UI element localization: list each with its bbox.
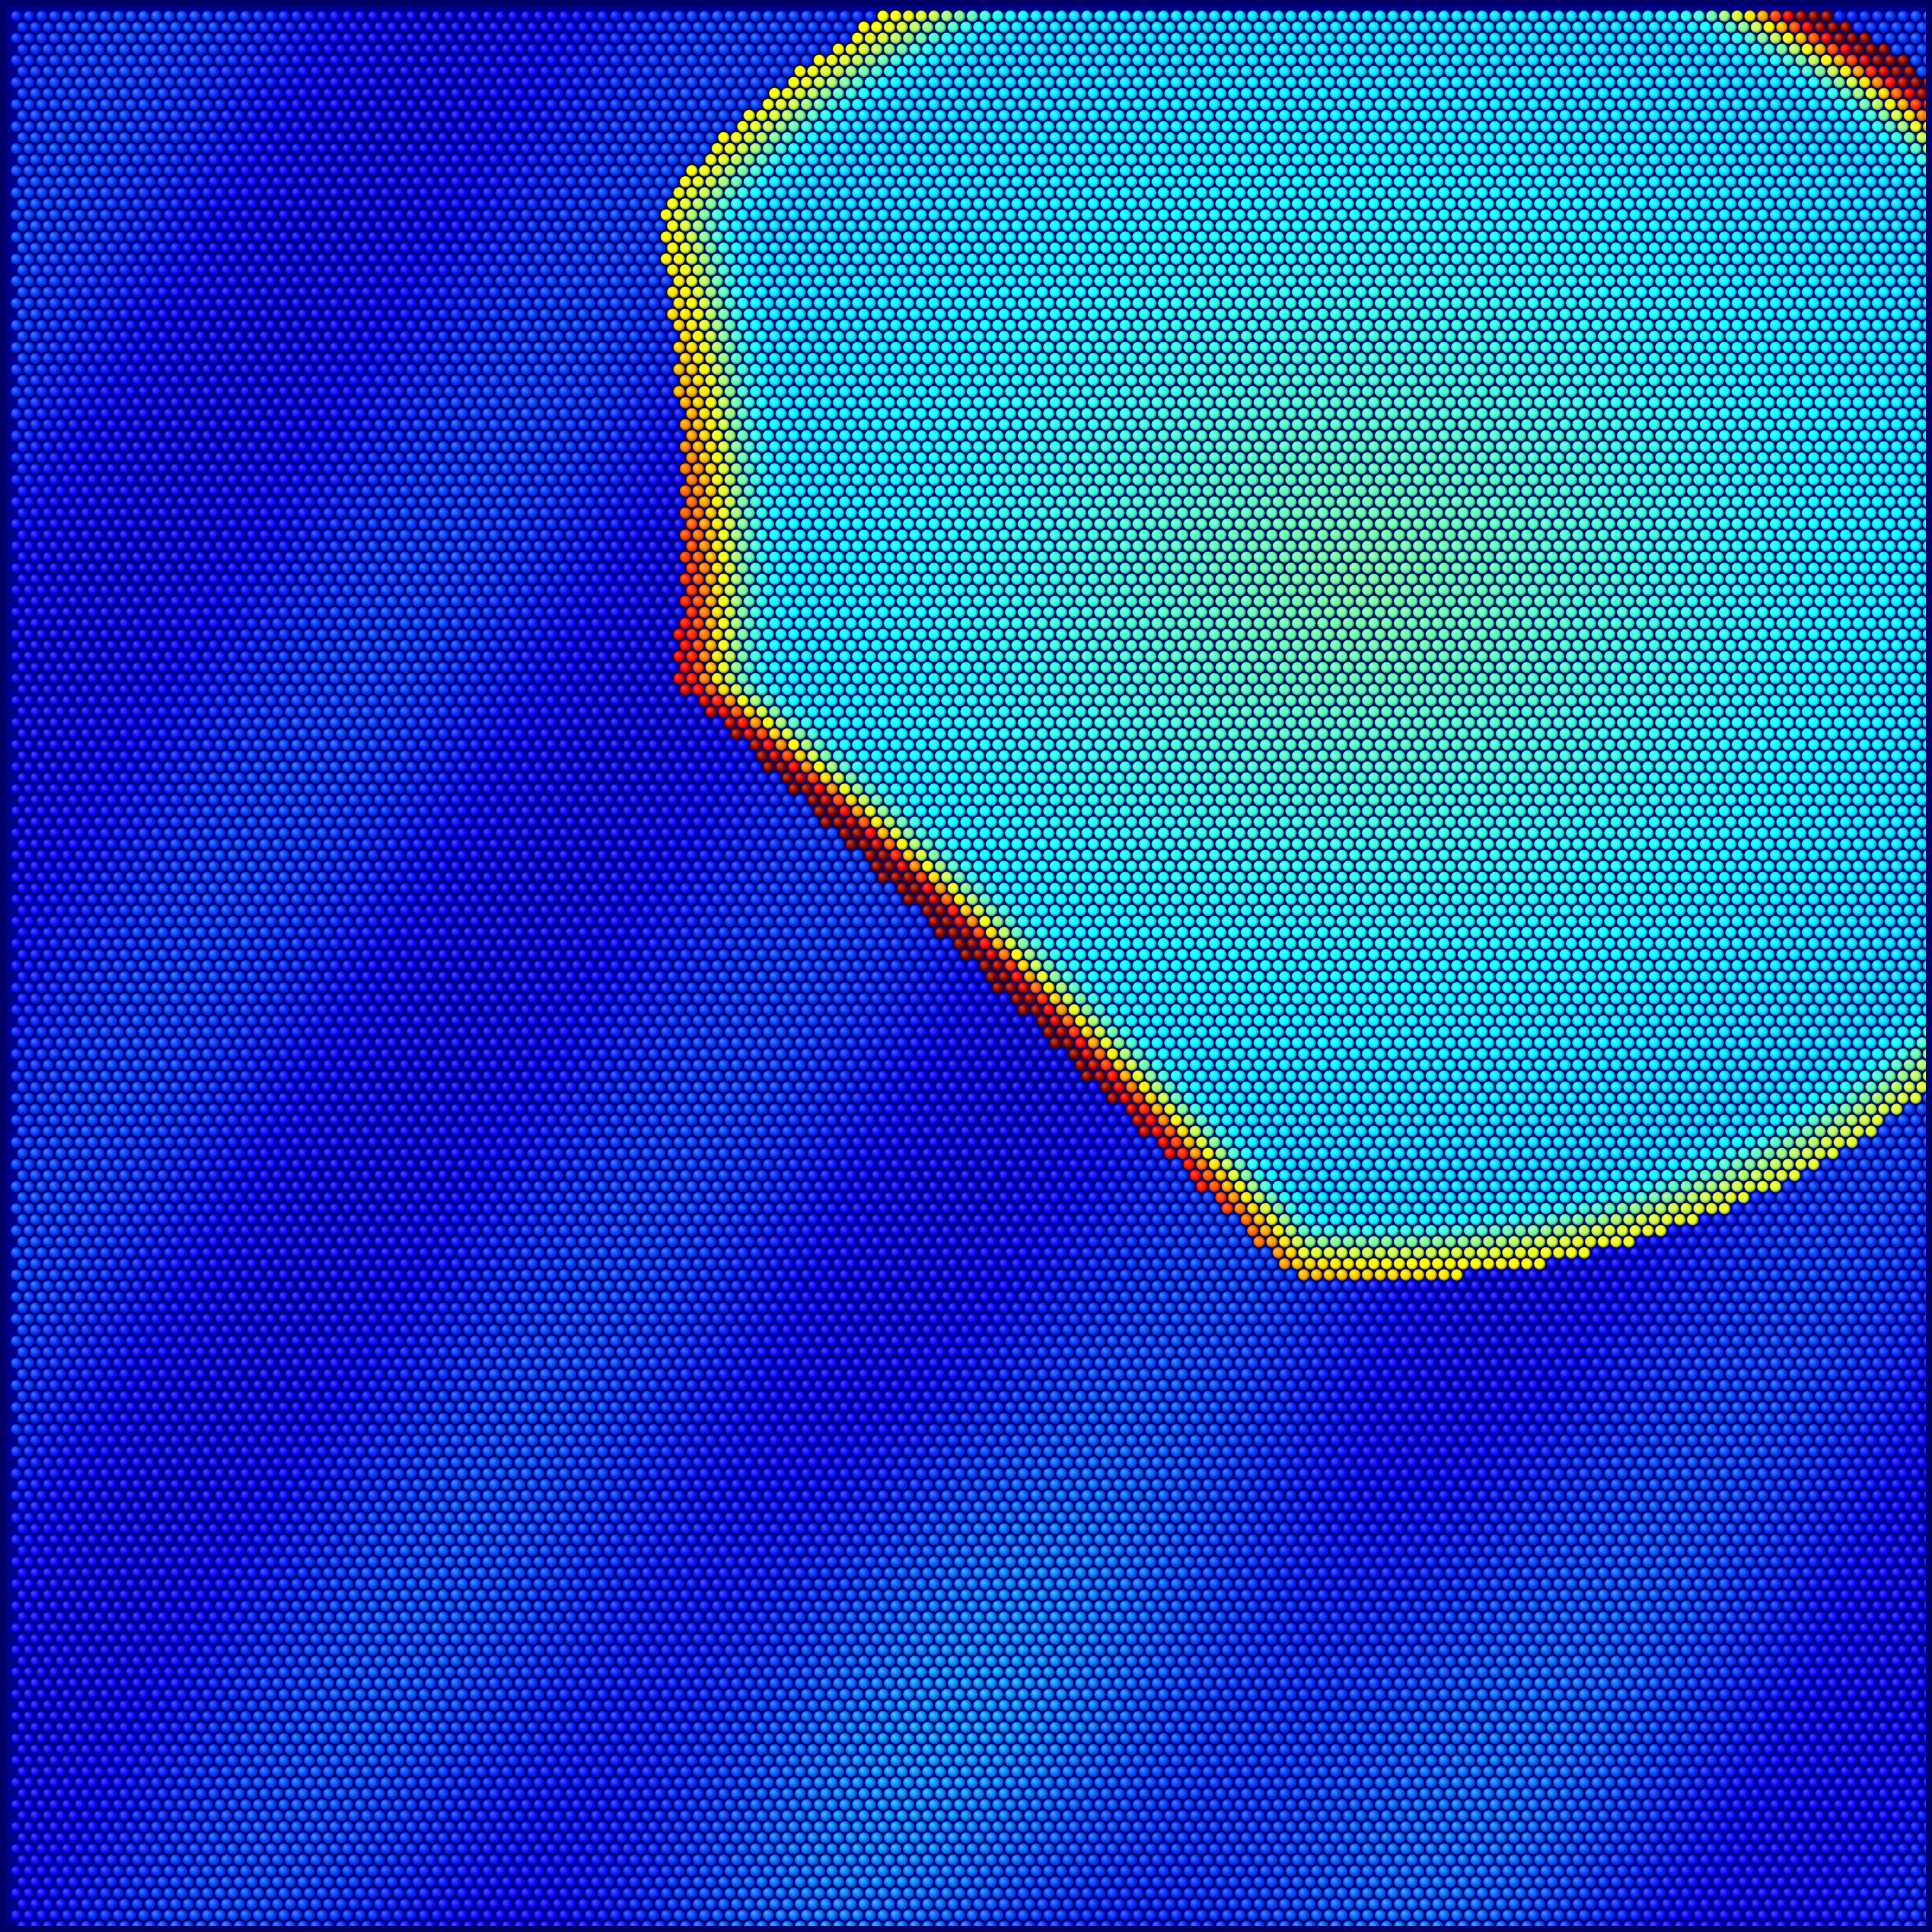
particle-canvas <box>6 6 1926 1926</box>
